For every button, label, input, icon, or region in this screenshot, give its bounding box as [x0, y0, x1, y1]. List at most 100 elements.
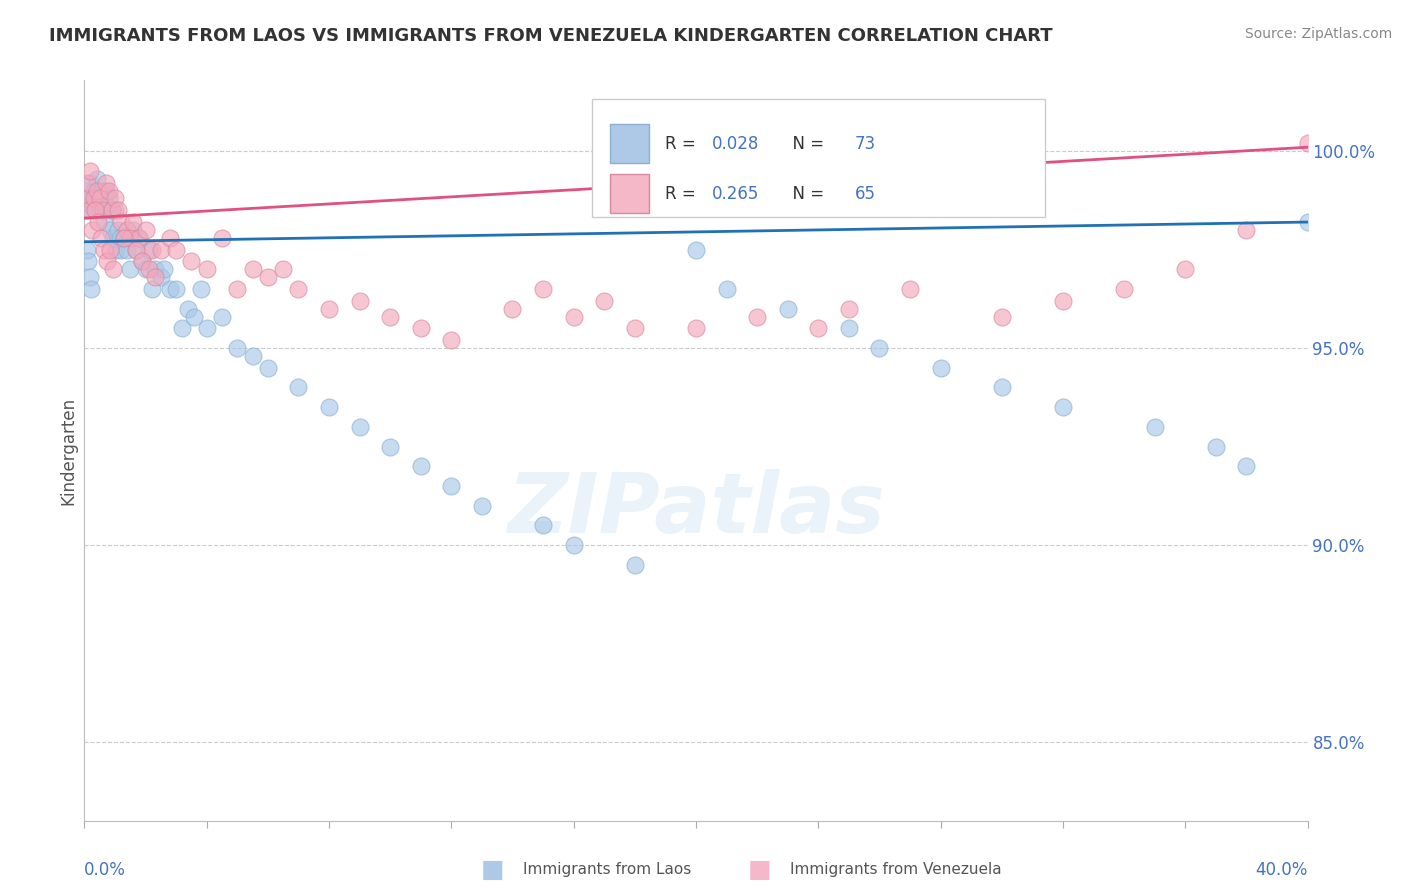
Point: [93, 215, 115, 229]
Point: [242, 349, 264, 363]
Point: [83, 184, 105, 198]
Point: [80, 282, 103, 296]
Point: [1174, 262, 1197, 277]
Text: R =: R =: [665, 185, 702, 202]
Point: [98, 243, 121, 257]
Point: [138, 262, 160, 277]
Point: [125, 243, 148, 257]
Point: [79, 164, 101, 178]
Point: [1143, 420, 1166, 434]
Point: [89, 191, 111, 205]
Point: [112, 231, 135, 245]
Point: [287, 380, 309, 394]
Point: [91, 203, 114, 218]
Point: [104, 191, 127, 205]
Point: [929, 360, 952, 375]
Point: [110, 215, 132, 229]
Point: [1052, 293, 1074, 308]
Point: [562, 538, 585, 552]
Point: [747, 310, 769, 324]
Point: [107, 203, 129, 218]
Point: [226, 282, 249, 296]
Point: [76, 176, 98, 190]
Point: [128, 231, 150, 245]
Point: [195, 321, 218, 335]
Point: [79, 270, 101, 285]
Point: [143, 262, 166, 277]
Point: [898, 282, 921, 296]
Point: [110, 243, 132, 257]
Point: [112, 231, 135, 245]
Point: [685, 321, 707, 335]
Point: [101, 203, 124, 218]
Point: [90, 184, 112, 198]
Point: [131, 254, 153, 268]
Point: [409, 459, 432, 474]
Point: [531, 282, 554, 296]
Point: [75, 203, 97, 218]
FancyBboxPatch shape: [610, 174, 650, 213]
Text: Immigrants from Venezuela: Immigrants from Venezuela: [790, 863, 1002, 877]
Point: [77, 203, 100, 218]
Point: [807, 321, 830, 335]
Point: [149, 270, 172, 285]
Point: [991, 380, 1014, 394]
Point: [153, 262, 176, 277]
Text: ■: ■: [748, 858, 770, 881]
Point: [128, 231, 150, 245]
Point: [107, 223, 129, 237]
Text: IMMIGRANTS FROM LAOS VS IMMIGRANTS FROM VENEZUELA KINDERGARTEN CORRELATION CHART: IMMIGRANTS FROM LAOS VS IMMIGRANTS FROM …: [49, 27, 1053, 45]
Point: [1236, 223, 1258, 237]
Point: [105, 243, 128, 257]
Point: [349, 420, 371, 434]
Point: [135, 262, 157, 277]
Text: ■: ■: [481, 858, 503, 881]
Point: [1052, 400, 1074, 414]
Point: [440, 333, 463, 347]
Point: [149, 243, 172, 257]
Point: [80, 223, 103, 237]
Point: [115, 243, 138, 257]
Text: 0.0%: 0.0%: [84, 862, 127, 880]
FancyBboxPatch shape: [610, 124, 650, 163]
Point: [141, 243, 163, 257]
Point: [211, 310, 233, 324]
Point: [83, 191, 105, 205]
Point: [94, 176, 117, 190]
Point: [776, 301, 799, 316]
Point: [838, 301, 860, 316]
Point: [79, 176, 101, 190]
Text: 0.028: 0.028: [711, 135, 759, 153]
Point: [84, 203, 107, 218]
Point: [1296, 136, 1319, 151]
Point: [380, 440, 402, 454]
Point: [172, 321, 194, 335]
Point: [143, 270, 166, 285]
Point: [108, 231, 131, 245]
Point: [869, 341, 891, 355]
Point: [120, 262, 142, 277]
Point: [838, 321, 860, 335]
Y-axis label: Kindergarten: Kindergarten: [59, 396, 77, 505]
Point: [98, 223, 121, 237]
Point: [562, 310, 585, 324]
Point: [91, 203, 114, 218]
Point: [84, 203, 107, 218]
Text: Source: ZipAtlas.com: Source: ZipAtlas.com: [1244, 27, 1392, 41]
Point: [183, 310, 205, 324]
Point: [90, 231, 112, 245]
Point: [159, 282, 181, 296]
Point: [257, 360, 280, 375]
Point: [122, 215, 145, 229]
Point: [76, 184, 98, 198]
Point: [96, 254, 118, 268]
Point: [165, 282, 187, 296]
Point: [257, 270, 280, 285]
Point: [471, 499, 494, 513]
Point: [440, 479, 463, 493]
Point: [77, 191, 100, 205]
Point: [318, 400, 340, 414]
Point: [120, 231, 142, 245]
Point: [716, 282, 738, 296]
Point: [93, 243, 115, 257]
